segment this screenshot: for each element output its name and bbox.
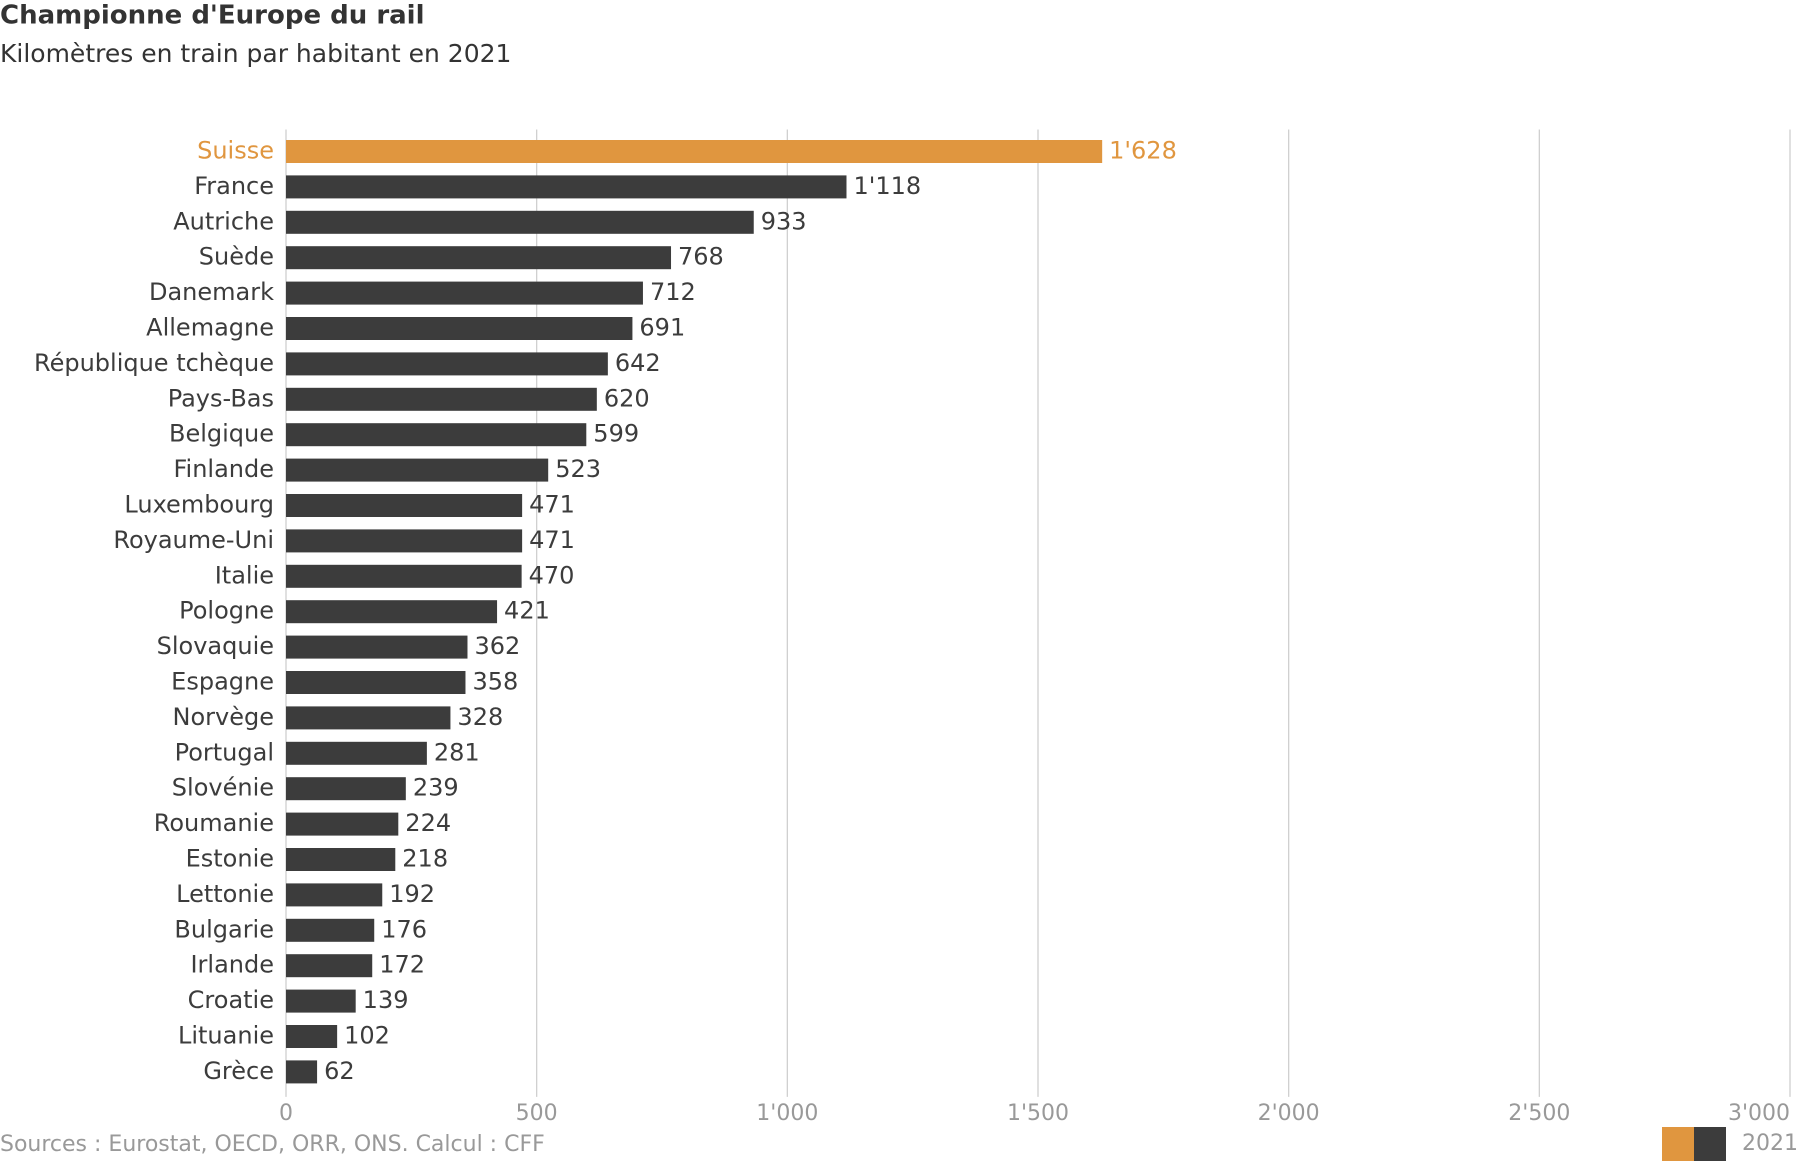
data-label: 470 bbox=[529, 561, 575, 589]
y-tick-label: Roumanie bbox=[154, 809, 274, 837]
y-tick-label: Danemark bbox=[149, 278, 274, 306]
y-tick-label: Suède bbox=[199, 243, 274, 271]
y-tick-label: Lettonie bbox=[176, 880, 274, 908]
chart-title: Championne d'Europe du rail bbox=[0, 1, 425, 31]
source-note: Sources : Eurostat, OECD, ORR, ONS. Calc… bbox=[0, 1132, 545, 1157]
bar bbox=[286, 387, 597, 411]
data-label: 712 bbox=[650, 278, 696, 306]
bar bbox=[286, 883, 383, 907]
bar bbox=[286, 529, 523, 553]
bar bbox=[286, 175, 847, 199]
y-tick-label: France bbox=[194, 172, 274, 200]
y-tick-label: Bulgarie bbox=[174, 915, 274, 943]
chart-subtitle: Kilomètres en train par habitant en 2021 bbox=[0, 39, 511, 68]
data-label: 362 bbox=[474, 632, 520, 660]
data-label: 218 bbox=[402, 845, 448, 873]
y-tick-label: Autriche bbox=[173, 207, 274, 235]
bar bbox=[286, 812, 399, 836]
bar bbox=[286, 210, 754, 234]
data-label: 471 bbox=[529, 491, 575, 519]
bar bbox=[286, 741, 427, 765]
data-label: 176 bbox=[381, 915, 427, 943]
x-tick-label: 1'500 bbox=[1007, 1101, 1069, 1126]
bar bbox=[286, 777, 406, 801]
x-tick-label: 2'000 bbox=[1258, 1101, 1320, 1126]
y-tick-label: Slovaquie bbox=[157, 632, 274, 660]
bar bbox=[286, 352, 608, 376]
bar bbox=[286, 671, 466, 694]
y-tick-label: Luxembourg bbox=[124, 491, 274, 519]
bar bbox=[286, 317, 633, 340]
bar bbox=[286, 246, 672, 270]
data-label: 642 bbox=[615, 349, 661, 377]
data-label: 1'628 bbox=[1109, 137, 1177, 165]
data-label: 599 bbox=[593, 420, 639, 448]
data-label: 768 bbox=[678, 243, 724, 271]
y-tick-label: Allemagne bbox=[146, 314, 274, 342]
data-label: 139 bbox=[363, 986, 409, 1014]
data-label: 933 bbox=[761, 207, 807, 235]
bar bbox=[286, 635, 468, 659]
bar bbox=[286, 458, 549, 482]
x-tick-label: 500 bbox=[516, 1101, 558, 1126]
data-label: 358 bbox=[472, 668, 518, 696]
data-label: 523 bbox=[555, 455, 601, 483]
data-label: 239 bbox=[413, 774, 459, 802]
y-tick-label: Grèce bbox=[203, 1057, 274, 1085]
bar bbox=[286, 494, 523, 517]
data-label: 328 bbox=[457, 703, 503, 731]
y-tick-label: Royaume-Uni bbox=[113, 526, 274, 554]
y-tick-label: Estonie bbox=[186, 845, 274, 873]
y-tick-label: République tchèque bbox=[34, 349, 274, 377]
data-label: 471 bbox=[529, 526, 575, 554]
y-tick-label: Pays-Bas bbox=[168, 384, 274, 412]
y-tick-label: Slovénie bbox=[172, 774, 274, 802]
x-tick-label: 3'000 bbox=[1728, 1101, 1790, 1126]
x-tick-label: 1'000 bbox=[756, 1101, 818, 1126]
bar bbox=[286, 281, 643, 305]
data-label: 62 bbox=[324, 1057, 355, 1085]
data-label: 421 bbox=[504, 597, 550, 625]
y-tick-label: Espagne bbox=[171, 668, 274, 696]
bar bbox=[286, 1025, 338, 1048]
bar bbox=[286, 848, 396, 871]
legend-swatch bbox=[1694, 1127, 1726, 1161]
bar bbox=[286, 918, 375, 942]
bar bbox=[286, 600, 498, 624]
data-label: 691 bbox=[639, 314, 685, 342]
data-label: 172 bbox=[379, 951, 425, 979]
bar bbox=[286, 140, 1103, 163]
y-tick-label: Belgique bbox=[169, 420, 274, 448]
bar bbox=[286, 989, 356, 1013]
y-tick-label: Suisse bbox=[197, 137, 274, 165]
bar bbox=[286, 423, 587, 447]
data-label: 1'118 bbox=[853, 172, 921, 200]
data-label: 192 bbox=[389, 880, 435, 908]
x-tick-label: 0 bbox=[279, 1101, 293, 1126]
y-tick-label: Croatie bbox=[188, 986, 274, 1014]
bar bbox=[286, 1060, 318, 1084]
legend-label: 2021 bbox=[1742, 1131, 1798, 1156]
y-tick-label: Finlande bbox=[173, 455, 274, 483]
data-label: 281 bbox=[434, 738, 480, 766]
data-label: 102 bbox=[344, 1022, 390, 1050]
y-tick-label: Norvège bbox=[173, 703, 274, 731]
y-tick-label: Italie bbox=[215, 561, 274, 589]
y-tick-label: Irlande bbox=[190, 951, 274, 979]
x-tick-label: 2'500 bbox=[1508, 1101, 1570, 1126]
data-label: 620 bbox=[604, 384, 650, 412]
y-tick-label: Lituanie bbox=[178, 1022, 274, 1050]
y-tick-label: Portugal bbox=[175, 738, 274, 766]
bar bbox=[286, 706, 451, 730]
bar bbox=[286, 564, 522, 588]
data-label: 224 bbox=[405, 809, 451, 837]
bar bbox=[286, 954, 373, 978]
y-tick-label: Pologne bbox=[179, 597, 274, 625]
legend-swatch bbox=[1662, 1127, 1694, 1161]
